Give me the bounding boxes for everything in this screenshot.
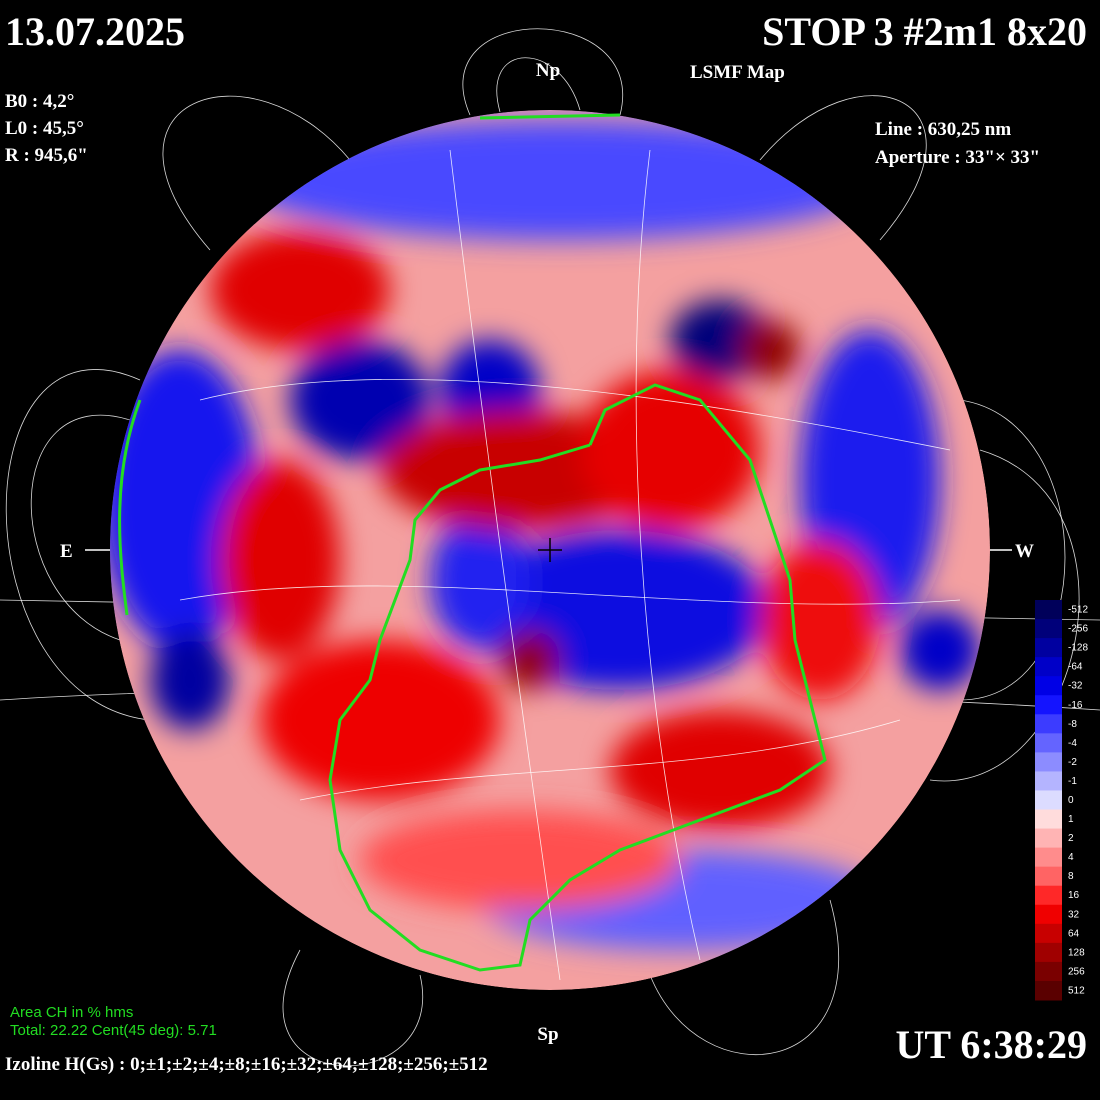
- colorbar-label: -256: [1068, 624, 1088, 635]
- colorbar-label: -4: [1068, 738, 1077, 749]
- colorbar-label: -64: [1068, 662, 1083, 673]
- colorbar-swatch: [1035, 923, 1062, 944]
- colorbar-swatch: [1035, 600, 1062, 620]
- time: UT 6:38:29: [896, 1022, 1087, 1067]
- line: Line : 630,25 nm: [875, 119, 1011, 140]
- colorbar-label: -128: [1068, 643, 1088, 654]
- colorbar-swatch: [1035, 809, 1062, 830]
- colorbar-label: 0: [1068, 795, 1074, 806]
- west-label: W: [1015, 541, 1034, 562]
- colorbar-label: 2: [1068, 833, 1074, 844]
- colorbar-swatch: [1035, 733, 1062, 753]
- colorbar-swatch: [1035, 790, 1062, 811]
- colorbar-swatch: [1035, 695, 1062, 715]
- colorbar-swatch: [1035, 866, 1062, 887]
- colorbar-swatch: [1035, 714, 1062, 734]
- colorbar-swatch: [1035, 657, 1062, 677]
- colorbar-label: -512: [1068, 605, 1088, 616]
- south-label: Sp: [537, 1024, 558, 1045]
- colorbar-label: -16: [1068, 700, 1083, 711]
- subtitle: LSMF Map: [690, 62, 785, 83]
- colorbar-swatch: [1035, 619, 1062, 639]
- radius: R : 945,6": [5, 145, 88, 166]
- area-values: Total: 22.22 Cent(45 deg): 5.71: [10, 1022, 217, 1039]
- colorbar-label: 64: [1068, 928, 1080, 939]
- colorbar-label: 512: [1068, 985, 1085, 996]
- area-title: Area CH in % hms: [10, 1004, 133, 1021]
- coronal-hole-contour: [118, 113, 827, 972]
- colorbar-label: -8: [1068, 719, 1077, 730]
- solar-disk: [110, 110, 990, 990]
- north-label: Np: [536, 60, 560, 81]
- colorbar-label: 8: [1068, 871, 1074, 882]
- colorbar-label: 4: [1068, 852, 1074, 863]
- colorbar-label: 1: [1068, 814, 1074, 825]
- colorbar-swatch: [1035, 980, 1062, 1001]
- title: STOP 3 #2m1 8x20: [762, 9, 1087, 54]
- colorbar-swatch: [1035, 961, 1062, 982]
- colorbar-label: 32: [1068, 909, 1080, 920]
- colorbar-swatch: [1035, 771, 1062, 791]
- colorbar-swatch: [1035, 904, 1062, 925]
- colorbar-swatch: [1035, 638, 1062, 658]
- colorbar-label: 16: [1068, 890, 1080, 901]
- colorbar-swatch: [1035, 885, 1062, 906]
- east-label: E: [60, 541, 73, 562]
- aperture: Aperture : 33"× 33": [875, 147, 1040, 168]
- colorbar-swatch: [1035, 828, 1062, 849]
- colorbar-label: 128: [1068, 947, 1085, 958]
- colorbar-label: 256: [1068, 966, 1085, 977]
- date: 13.07.2025: [5, 9, 185, 54]
- colorbar-swatch: [1035, 942, 1062, 963]
- l0: L0 : 45,5°: [5, 118, 84, 139]
- b0: B0 : 4,2°: [5, 91, 74, 112]
- colorbar-swatch: [1035, 676, 1062, 696]
- colorbar-label: -32: [1068, 681, 1083, 692]
- colorbar-label: -1: [1068, 776, 1077, 787]
- colorbar-swatch: [1035, 847, 1062, 868]
- colorbar-swatch: [1035, 752, 1062, 772]
- izoline: Izoline H(Gs) : 0;±1;±2;±4;±8;±16;±32;±6…: [5, 1054, 488, 1075]
- colorbar-label: -2: [1068, 757, 1077, 768]
